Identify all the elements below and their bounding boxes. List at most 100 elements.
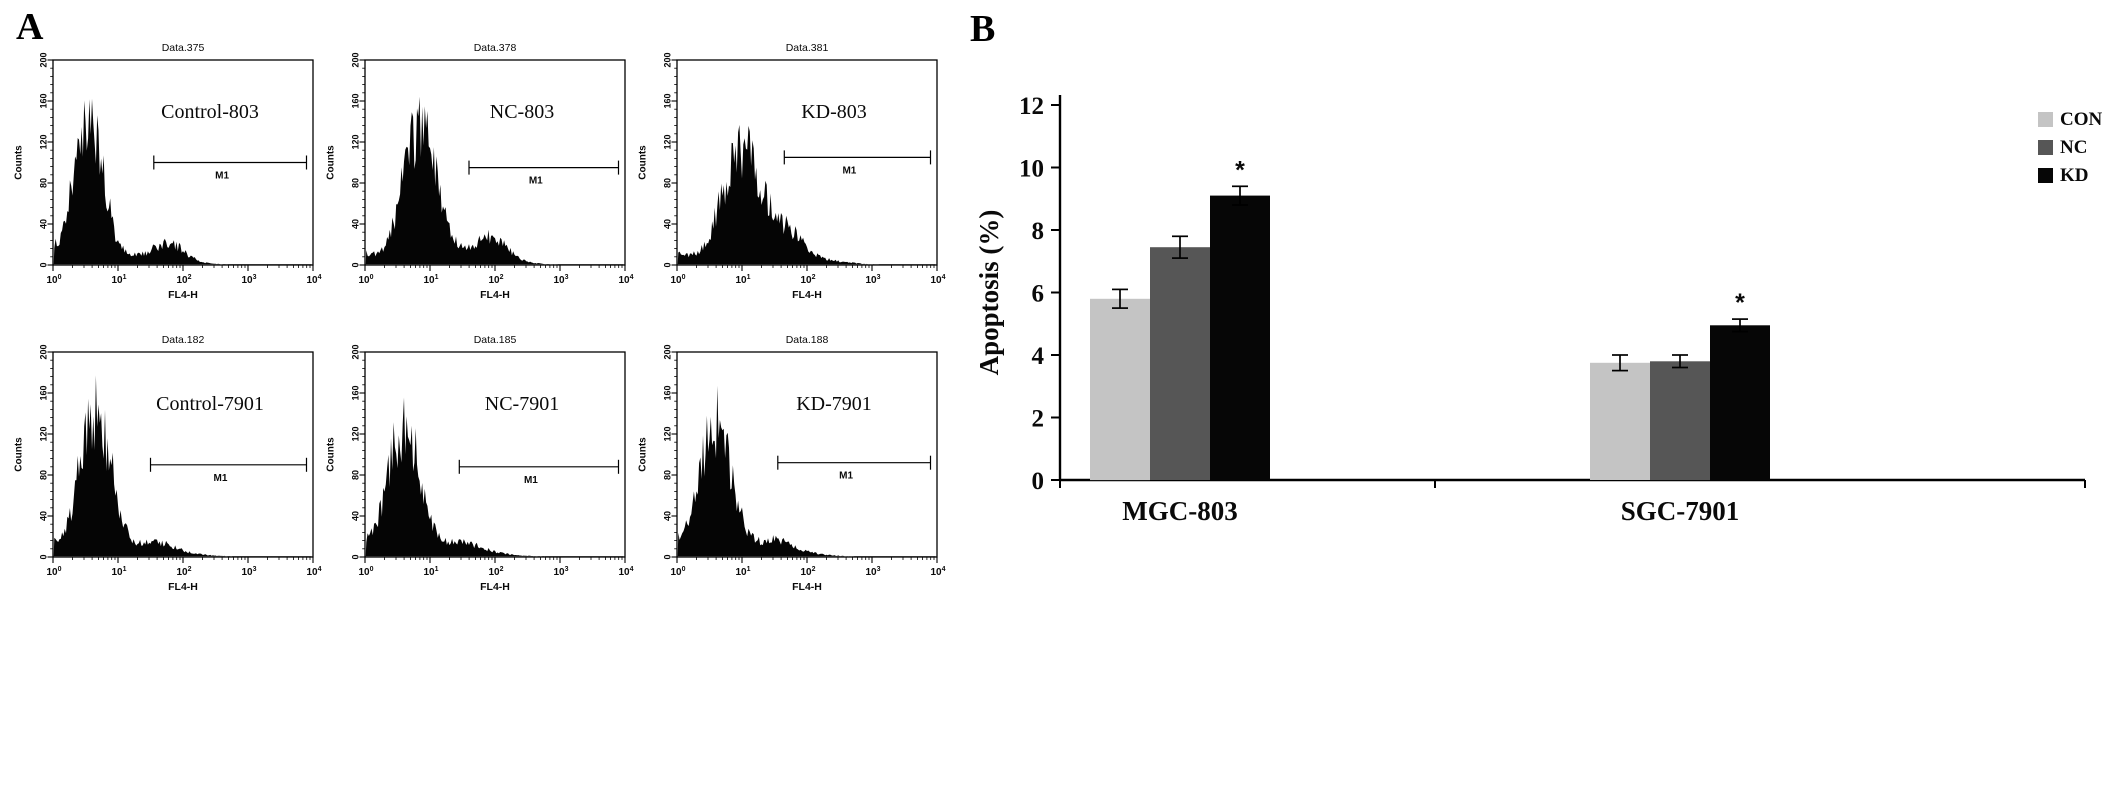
gate-m1: M1	[777, 455, 932, 482]
y-axis-title: Counts	[638, 145, 649, 180]
y-axis-title: Counts	[326, 145, 337, 180]
y-tick-label: 80	[39, 470, 49, 480]
y-tick-label: 200	[351, 52, 361, 67]
plot-title: Data.378	[474, 42, 517, 54]
panel-b-label: B	[970, 8, 996, 50]
y-tick-label: 2	[1032, 406, 1045, 433]
x-tick-label: 104	[930, 274, 945, 286]
y-tick-label: 160	[39, 93, 49, 108]
bar-nc-sgc-7901	[1650, 361, 1710, 481]
panel-a-flow-cytometry: A 0 40 80 120 160 200 100 101 102 103 104 M1 Data.37…	[0, 0, 960, 802]
x-tick-label: 103	[241, 274, 256, 286]
plot-title: Data.381	[786, 42, 829, 54]
panel-b-bar-chart: B 0 2 4 6 8 10 12 * MGC-803 * SGC-7901 Apoptosis (%…	[960, 0, 2124, 802]
gate-m1: M1	[153, 155, 308, 182]
x-tick-label: 101	[735, 274, 750, 286]
x-tick-label: 103	[865, 566, 880, 578]
y-tick-label: 120	[663, 134, 673, 149]
gate-label: M1	[842, 165, 856, 176]
significance-marker: *	[1735, 289, 1745, 317]
y-tick-label: 200	[663, 344, 673, 359]
y-tick-label: 8	[1032, 218, 1045, 245]
y-axis-title: Counts	[14, 145, 25, 180]
x-axis-title: FL4-H	[792, 289, 822, 301]
y-tick-label: 80	[351, 178, 361, 188]
y-tick-label: 160	[351, 385, 361, 400]
histogram-shape	[53, 98, 312, 265]
legend-label: KD	[2060, 165, 2089, 186]
y-tick-label: 40	[351, 511, 361, 521]
gate-m1: M1	[149, 457, 308, 484]
flow-plot-kd-7901: 0 40 80 120 160 200 100 101 102 103 104 M1 Data.188 K…	[632, 332, 947, 602]
x-tick-label: 100	[358, 566, 373, 578]
plot-title: Data.182	[162, 334, 205, 346]
histogram-shape	[365, 96, 624, 265]
legend-item-con: CON	[2038, 109, 2103, 130]
gate-label: M1	[839, 471, 853, 482]
gate-m1: M1	[458, 459, 620, 486]
y-tick-label: 80	[39, 178, 49, 188]
sample-label: KD-7901	[796, 393, 872, 415]
gate-label: M1	[214, 473, 228, 484]
y-tick-label: 160	[39, 385, 49, 400]
bar-kd-mgc-803	[1210, 195, 1270, 480]
y-tick-label: 200	[39, 344, 49, 359]
y-tick-label: 80	[663, 470, 673, 480]
histogram-shape	[677, 124, 936, 266]
y-tick-label: 0	[39, 554, 49, 559]
y-tick-label: 0	[1032, 468, 1045, 495]
histogram-shape	[365, 397, 624, 557]
x-tick-label: 100	[358, 274, 373, 286]
gate-label: M1	[215, 171, 229, 182]
y-tick-label: 120	[39, 134, 49, 149]
legend-label: CON	[2060, 109, 2103, 130]
y-tick-label: 160	[663, 93, 673, 108]
x-tick-label: 100	[46, 566, 61, 578]
x-tick-label: 102	[176, 566, 191, 578]
plot-title: Data.185	[474, 334, 517, 346]
x-tick-label: 103	[553, 566, 568, 578]
flow-plot-svg: 0 40 80 120 160 200 100 101 102 103 104 M1 Data.381 K…	[638, 42, 946, 301]
gate-label: M1	[529, 176, 543, 187]
x-tick-label: 101	[423, 566, 438, 578]
y-tick-label: 40	[351, 219, 361, 229]
x-axis-title: FL4-H	[792, 581, 822, 593]
y-tick-label: 40	[663, 219, 673, 229]
x-axis-title: FL4-H	[168, 289, 198, 301]
x-tick-label: 102	[488, 274, 503, 286]
error-bar	[1672, 354, 1688, 369]
significance-marker: *	[1235, 156, 1245, 184]
x-tick-label: 102	[176, 274, 191, 286]
y-axis-title: Counts	[326, 437, 337, 472]
flow-plot-control-803: 0 40 80 120 160 200 100 101 102 103 104 M1 Data.375 C…	[8, 40, 323, 310]
histogram-shape	[677, 385, 936, 557]
y-tick-label: 120	[39, 426, 49, 441]
sample-label: NC-7901	[485, 393, 559, 415]
y-tick-label: 200	[39, 52, 49, 67]
legend-swatch	[2038, 112, 2053, 127]
y-tick-label: 6	[1032, 281, 1045, 308]
x-tick-label: 103	[865, 274, 880, 286]
sample-label: Control-803	[161, 101, 259, 123]
x-tick-label: 101	[735, 566, 750, 578]
bar-chart-svg: 0 2 4 6 8 10 12 * MGC-803 * SGC-7901 Apoptosis (%) C…	[974, 93, 2103, 526]
x-tick-label: 102	[800, 274, 815, 286]
y-axis-title: Counts	[638, 437, 649, 472]
error-bar	[1612, 354, 1628, 372]
y-tick-label: 0	[351, 262, 361, 267]
y-tick-label: 80	[663, 178, 673, 188]
bar-con-sgc-7901	[1590, 362, 1650, 480]
x-axis-title: FL4-H	[480, 581, 510, 593]
bar-con-mgc-803	[1090, 298, 1150, 481]
y-tick-label: 200	[663, 52, 673, 67]
y-tick-label: 0	[351, 554, 361, 559]
y-tick-label: 160	[351, 93, 361, 108]
y-tick-label: 80	[351, 470, 361, 480]
error-bar	[1732, 318, 1748, 333]
gate-m1: M1	[783, 150, 932, 176]
x-tick-label: 100	[670, 274, 685, 286]
x-tick-label: 103	[553, 274, 568, 286]
y-tick-label: 120	[351, 134, 361, 149]
